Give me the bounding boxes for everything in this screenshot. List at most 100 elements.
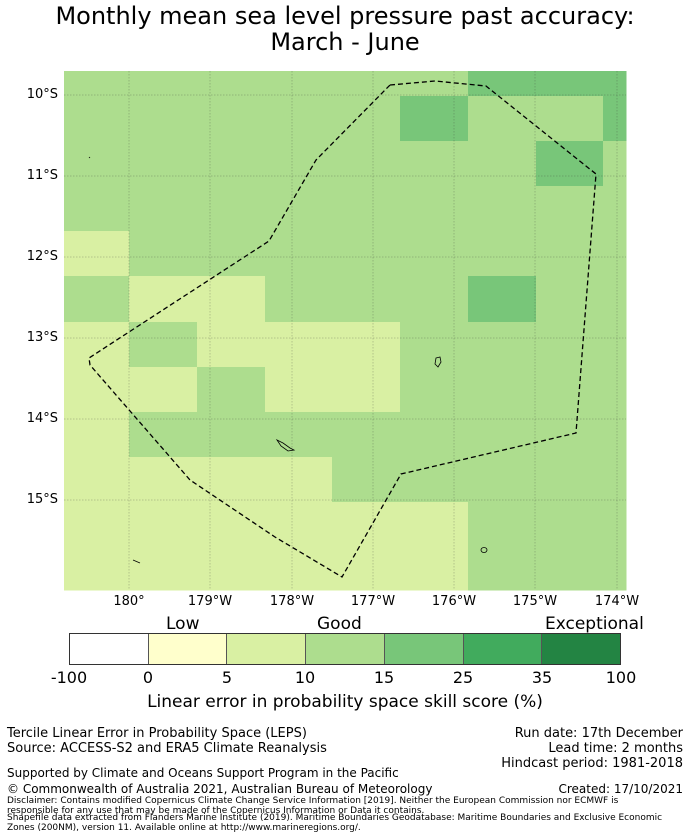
grid-cell <box>129 457 198 503</box>
graticule <box>64 71 626 590</box>
grid-cell <box>468 276 537 323</box>
grid-cell <box>129 547 198 591</box>
lon-label-177w: 177°W <box>350 594 396 609</box>
grid-cell <box>400 276 469 323</box>
lon-label-175w: 175°W <box>512 594 558 609</box>
grid-cell <box>468 367 537 413</box>
grid-cell <box>129 322 198 368</box>
colorbar-tick: 0 <box>142 668 154 687</box>
disclaimer-line4: Zones (200NM), version 11. Available onl… <box>7 823 361 833</box>
skill-grid <box>64 71 627 591</box>
grid-cell <box>603 547 627 591</box>
grid-cell <box>197 412 266 458</box>
lat-label-10s: 10°S <box>26 87 58 102</box>
grid-cell <box>64 141 130 187</box>
grid-cell <box>64 367 130 413</box>
grid-cell <box>536 412 604 458</box>
grid-cell <box>265 96 333 142</box>
grid-cell <box>536 322 604 368</box>
colorbar-segment <box>227 634 307 664</box>
colorbar-segment <box>306 634 385 664</box>
run-date: Run date: 17th December <box>514 726 683 741</box>
grid-cell <box>197 547 266 591</box>
colorbar-segment <box>463 634 543 664</box>
disclaimer-line2: responsible for any use that may be made… <box>7 806 425 816</box>
grid-cell <box>468 502 537 548</box>
grid-cell <box>400 547 469 591</box>
colorbar-tick: 5 <box>221 668 233 687</box>
grid-cell <box>332 96 401 142</box>
grid-cell <box>332 186 401 232</box>
grid-cell <box>400 412 469 458</box>
grid-cell <box>603 141 627 187</box>
grid-cell <box>197 141 266 187</box>
grid-cell <box>468 186 537 232</box>
grid-cell <box>400 96 469 142</box>
grid-cell <box>332 502 401 548</box>
grid-cell <box>265 276 333 323</box>
grid-cell <box>536 231 604 277</box>
grid-cell <box>536 502 604 548</box>
grid-cell <box>468 141 537 187</box>
colorbar-segment <box>384 634 464 664</box>
grid-cell <box>400 457 469 503</box>
grid-cell <box>64 412 130 458</box>
grid-cell <box>332 457 401 503</box>
grid-cell <box>265 231 333 277</box>
grid-cell <box>400 502 469 548</box>
colorbar-tick: 100 <box>605 668 637 687</box>
grid-cell <box>64 547 130 591</box>
lat-label-11s: 11°S <box>26 168 58 183</box>
grid-cell <box>64 276 130 323</box>
grid-cell <box>332 547 401 591</box>
grid-cell <box>197 322 266 368</box>
grid-cell <box>536 141 604 187</box>
grid-cell <box>197 276 266 323</box>
lon-label-174w: 174°W <box>594 594 640 609</box>
grid-cell <box>536 276 604 323</box>
colorbar-segment <box>542 634 621 664</box>
grid-cell <box>603 502 627 548</box>
grid-cell <box>536 547 604 591</box>
map-title-line2: March - June <box>270 28 420 56</box>
colorbar-segment <box>148 634 228 664</box>
grid-cell <box>468 547 537 591</box>
grid-cell <box>603 412 627 458</box>
island-outlines <box>88 156 488 564</box>
colorbar-tick: 25 <box>452 668 474 687</box>
created-date: Created: 17/10/2021 <box>558 782 683 796</box>
method-text: Tercile Linear Error in Probability Spac… <box>7 726 307 741</box>
grid-cell <box>265 141 333 187</box>
grid-cell <box>265 502 333 548</box>
grid-cell <box>400 141 469 187</box>
legend-category-good: Good <box>317 614 362 634</box>
legend-category-low: Low <box>166 614 200 634</box>
grid-cell <box>265 71 333 97</box>
grid-cell <box>129 96 198 142</box>
grid-cell <box>197 186 266 232</box>
colorbar-label: Linear error in probability space skill … <box>147 692 543 712</box>
colorbar-tick: 10 <box>294 668 316 687</box>
grid-cell <box>468 457 537 503</box>
grid-cell <box>64 502 130 548</box>
disclaimer-line1: Disclaimer: Contains modified Copernicus… <box>7 796 619 806</box>
lat-label-13s: 13°S <box>26 330 58 345</box>
grid-cell <box>603 231 627 277</box>
grid-cell <box>265 322 333 368</box>
grid-cell <box>332 412 401 458</box>
grid-cell <box>400 367 469 413</box>
lat-label-12s: 12°S <box>26 249 58 264</box>
grid-cell <box>603 457 627 503</box>
grid-cell <box>64 457 130 503</box>
colorbar <box>69 633 621 665</box>
grid-cell <box>64 186 130 232</box>
grid-cell <box>468 322 537 368</box>
colorbar-tick: 15 <box>373 668 395 687</box>
skill-map <box>64 71 627 591</box>
grid-cell <box>536 457 604 503</box>
grid-cell <box>197 367 266 413</box>
grid-cell <box>197 96 266 142</box>
grid-cell <box>129 141 198 187</box>
lat-label-14s: 14°S <box>26 411 58 426</box>
grid-cell <box>129 231 198 277</box>
